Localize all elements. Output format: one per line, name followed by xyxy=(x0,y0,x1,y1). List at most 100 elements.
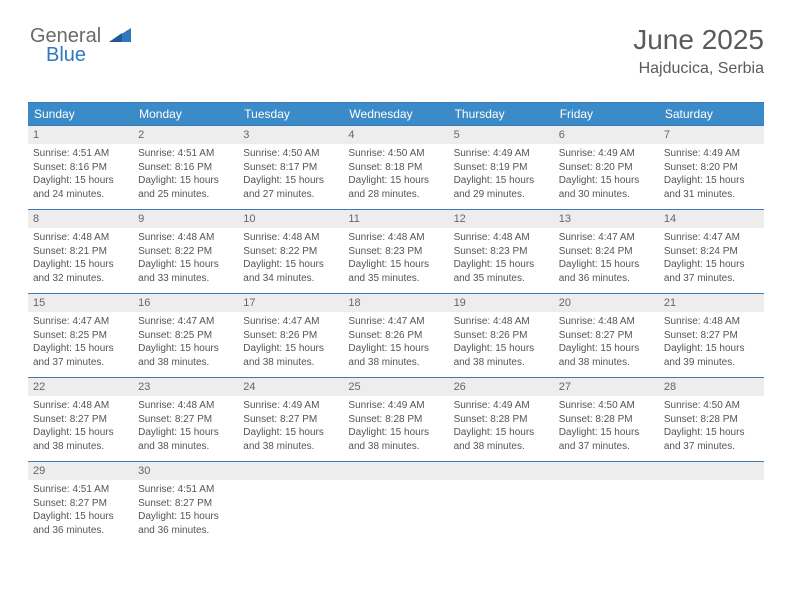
day-number: 27 xyxy=(554,378,659,396)
day-cell: Sunrise: 4:48 AMSunset: 8:23 PMDaylight:… xyxy=(449,228,554,293)
day-number: 24 xyxy=(238,378,343,396)
weekday-label: Monday xyxy=(133,103,238,125)
week-row: 2930Sunrise: 4:51 AMSunset: 8:27 PMDayli… xyxy=(28,461,764,545)
sunset-text: Sunset: 8:16 PM xyxy=(138,161,233,175)
sunset-text: Sunset: 8:18 PM xyxy=(348,161,443,175)
day-cell: Sunrise: 4:48 AMSunset: 8:26 PMDaylight:… xyxy=(449,312,554,377)
month-title: June 2025 xyxy=(633,24,764,56)
day-number: 18 xyxy=(343,294,448,312)
sunrise-text: Sunrise: 4:49 AM xyxy=(454,399,549,413)
sunset-text: Sunset: 8:26 PM xyxy=(454,329,549,343)
sunrise-text: Sunrise: 4:49 AM xyxy=(454,147,549,161)
day-number: 8 xyxy=(28,210,133,228)
day-cell: Sunrise: 4:48 AMSunset: 8:22 PMDaylight:… xyxy=(238,228,343,293)
daylight-text: Daylight: 15 hours and 37 minutes. xyxy=(664,426,759,453)
day-cell: Sunrise: 4:48 AMSunset: 8:21 PMDaylight:… xyxy=(28,228,133,293)
day-cell: Sunrise: 4:51 AMSunset: 8:27 PMDaylight:… xyxy=(133,480,238,545)
daylight-text: Daylight: 15 hours and 38 minutes. xyxy=(243,342,338,369)
sunrise-text: Sunrise: 4:48 AM xyxy=(243,231,338,245)
week-row: 22232425262728Sunrise: 4:48 AMSunset: 8:… xyxy=(28,377,764,461)
sunset-text: Sunset: 8:25 PM xyxy=(138,329,233,343)
sunset-text: Sunset: 8:27 PM xyxy=(243,413,338,427)
sunrise-text: Sunrise: 4:50 AM xyxy=(664,399,759,413)
sunrise-text: Sunrise: 4:48 AM xyxy=(348,231,443,245)
day-number: 14 xyxy=(659,210,764,228)
sunrise-text: Sunrise: 4:49 AM xyxy=(243,399,338,413)
day-cell: Sunrise: 4:47 AMSunset: 8:25 PMDaylight:… xyxy=(133,312,238,377)
day-cell: Sunrise: 4:47 AMSunset: 8:26 PMDaylight:… xyxy=(343,312,448,377)
day-cell xyxy=(554,480,659,545)
daylight-text: Daylight: 15 hours and 27 minutes. xyxy=(243,174,338,201)
daylight-text: Daylight: 15 hours and 39 minutes. xyxy=(664,342,759,369)
day-cell xyxy=(449,480,554,545)
sunset-text: Sunset: 8:19 PM xyxy=(454,161,549,175)
day-cell: Sunrise: 4:48 AMSunset: 8:23 PMDaylight:… xyxy=(343,228,448,293)
calendar: Sunday Monday Tuesday Wednesday Thursday… xyxy=(28,102,764,545)
sunset-text: Sunset: 8:26 PM xyxy=(348,329,443,343)
day-number xyxy=(449,462,554,480)
day-number: 12 xyxy=(449,210,554,228)
sunrise-text: Sunrise: 4:50 AM xyxy=(348,147,443,161)
daylight-text: Daylight: 15 hours and 38 minutes. xyxy=(559,342,654,369)
day-number: 3 xyxy=(238,126,343,144)
day-cell: Sunrise: 4:51 AMSunset: 8:27 PMDaylight:… xyxy=(28,480,133,545)
sunset-text: Sunset: 8:24 PM xyxy=(559,245,654,259)
day-cell: Sunrise: 4:50 AMSunset: 8:18 PMDaylight:… xyxy=(343,144,448,209)
header-right: June 2025 Hajducica, Serbia xyxy=(633,24,764,78)
day-number: 2 xyxy=(133,126,238,144)
day-number: 5 xyxy=(449,126,554,144)
day-cell: Sunrise: 4:47 AMSunset: 8:25 PMDaylight:… xyxy=(28,312,133,377)
day-number: 10 xyxy=(238,210,343,228)
sunset-text: Sunset: 8:22 PM xyxy=(243,245,338,259)
logo-text: General Blue xyxy=(30,24,131,66)
weekday-label: Tuesday xyxy=(238,103,343,125)
day-number: 1 xyxy=(28,126,133,144)
day-cell: Sunrise: 4:49 AMSunset: 8:28 PMDaylight:… xyxy=(449,396,554,461)
weekday-label: Friday xyxy=(554,103,659,125)
day-cell: Sunrise: 4:48 AMSunset: 8:22 PMDaylight:… xyxy=(133,228,238,293)
day-cell xyxy=(343,480,448,545)
day-cell: Sunrise: 4:48 AMSunset: 8:27 PMDaylight:… xyxy=(659,312,764,377)
daylight-text: Daylight: 15 hours and 34 minutes. xyxy=(243,258,338,285)
daylight-text: Daylight: 15 hours and 29 minutes. xyxy=(454,174,549,201)
sunset-text: Sunset: 8:28 PM xyxy=(454,413,549,427)
sunrise-text: Sunrise: 4:51 AM xyxy=(138,483,233,497)
sunrise-text: Sunrise: 4:47 AM xyxy=(138,315,233,329)
day-number: 23 xyxy=(133,378,238,396)
day-number: 16 xyxy=(133,294,238,312)
day-cell: Sunrise: 4:49 AMSunset: 8:20 PMDaylight:… xyxy=(554,144,659,209)
day-number: 7 xyxy=(659,126,764,144)
daylight-text: Daylight: 15 hours and 32 minutes. xyxy=(33,258,128,285)
day-cell: Sunrise: 4:50 AMSunset: 8:28 PMDaylight:… xyxy=(554,396,659,461)
day-cell: Sunrise: 4:48 AMSunset: 8:27 PMDaylight:… xyxy=(554,312,659,377)
week-row: 1234567Sunrise: 4:51 AMSunset: 8:16 PMDa… xyxy=(28,125,764,209)
daylight-text: Daylight: 15 hours and 35 minutes. xyxy=(454,258,549,285)
day-number: 11 xyxy=(343,210,448,228)
logo: General Blue xyxy=(30,24,131,66)
sunrise-text: Sunrise: 4:47 AM xyxy=(33,315,128,329)
sunrise-text: Sunrise: 4:51 AM xyxy=(33,483,128,497)
sunrise-text: Sunrise: 4:48 AM xyxy=(138,231,233,245)
sunset-text: Sunset: 8:27 PM xyxy=(138,497,233,511)
weekday-label: Saturday xyxy=(659,103,764,125)
sunset-text: Sunset: 8:23 PM xyxy=(454,245,549,259)
day-number: 13 xyxy=(554,210,659,228)
sunset-text: Sunset: 8:22 PM xyxy=(138,245,233,259)
weekday-label: Wednesday xyxy=(343,103,448,125)
day-number: 6 xyxy=(554,126,659,144)
day-cell: Sunrise: 4:51 AMSunset: 8:16 PMDaylight:… xyxy=(133,144,238,209)
day-cell: Sunrise: 4:47 AMSunset: 8:24 PMDaylight:… xyxy=(554,228,659,293)
sunrise-text: Sunrise: 4:51 AM xyxy=(33,147,128,161)
sunset-text: Sunset: 8:26 PM xyxy=(243,329,338,343)
daylight-text: Daylight: 15 hours and 36 minutes. xyxy=(138,510,233,537)
sunrise-text: Sunrise: 4:48 AM xyxy=(454,231,549,245)
day-cell: Sunrise: 4:49 AMSunset: 8:27 PMDaylight:… xyxy=(238,396,343,461)
day-cell: Sunrise: 4:48 AMSunset: 8:27 PMDaylight:… xyxy=(133,396,238,461)
daylight-text: Daylight: 15 hours and 33 minutes. xyxy=(138,258,233,285)
sunrise-text: Sunrise: 4:48 AM xyxy=(559,315,654,329)
sunrise-text: Sunrise: 4:48 AM xyxy=(138,399,233,413)
day-number: 22 xyxy=(28,378,133,396)
sunrise-text: Sunrise: 4:47 AM xyxy=(664,231,759,245)
daylight-text: Daylight: 15 hours and 37 minutes. xyxy=(664,258,759,285)
sunset-text: Sunset: 8:16 PM xyxy=(33,161,128,175)
